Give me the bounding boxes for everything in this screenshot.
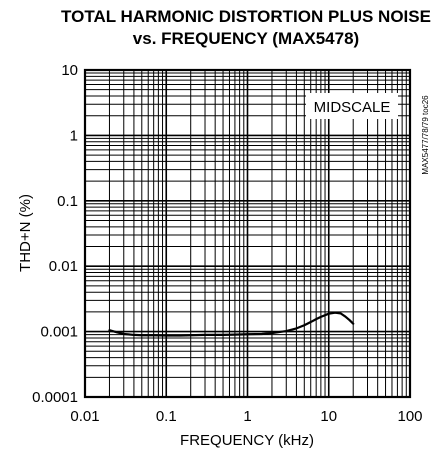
y-tick-labels: 10 1 0.1 0.01 0.001 0.0001 bbox=[32, 62, 78, 406]
series-line-0 bbox=[108, 311, 355, 337]
y-tick-label: 0.0001 bbox=[32, 389, 78, 406]
y-tick-label: 0.001 bbox=[40, 324, 78, 341]
annotation-background bbox=[306, 93, 398, 119]
x-tick-label: 100 bbox=[397, 408, 422, 425]
y-tick-label: 0.01 bbox=[49, 258, 78, 275]
y-tick-label: 10 bbox=[61, 62, 78, 79]
x-tick-label: 10 bbox=[320, 408, 337, 425]
x-tick-label: 1 bbox=[243, 408, 251, 425]
x-tick-labels: 0.01 0.1 1 10 100 bbox=[70, 408, 422, 425]
y-axis-label: THD+N (%) bbox=[17, 194, 34, 272]
x-tick-label: 0.1 bbox=[156, 408, 177, 425]
plot-frame bbox=[83, 68, 412, 399]
y-tick-label: 1 bbox=[70, 127, 78, 144]
x-axis-label: FREQUENCY (kHz) bbox=[180, 432, 314, 449]
x-tick-label: 0.01 bbox=[70, 408, 99, 425]
y-tick-label: 0.1 bbox=[57, 193, 78, 210]
midscale-annotation: MIDSCALE bbox=[314, 99, 391, 116]
chart-subtitle: vs. FREQUENCY (MAX5478) bbox=[133, 29, 359, 48]
grid bbox=[84, 69, 411, 398]
series-layer bbox=[108, 311, 355, 337]
figure-id-label: MAX5477/78/79 toc26 bbox=[421, 95, 430, 175]
chart-title: TOTAL HARMONIC DISTORTION PLUS NOISE bbox=[61, 7, 431, 26]
